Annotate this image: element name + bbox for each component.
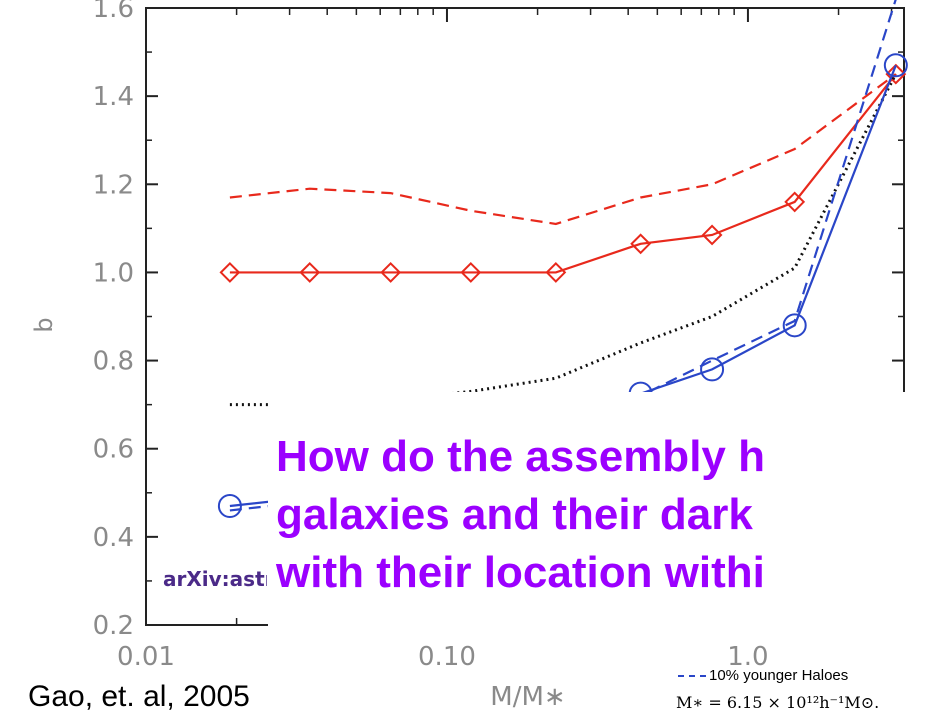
circle-marker [217,494,242,519]
x-tick-label: 1.0 [727,642,768,672]
legend-younger-label: 10% younger Haloes [709,667,849,684]
circle-marker [883,53,908,78]
mstar-formula: M∗ = 6.15 × 10¹²h⁻¹M⊙. [676,693,880,712]
series-line-2 [229,73,897,226]
diamond-marker [299,262,321,283]
diamond-marker [784,191,806,213]
y-tick-label: 0.2 [93,611,134,641]
y-tick-label: 0.6 [93,435,134,465]
question-line-1: How do the assembly h [276,432,765,481]
citation: Gao, et. al, 2005 [28,680,250,713]
y-tick-label: 1.4 [93,82,134,112]
legend-dash-icon [678,675,706,678]
y-tick-label: 1.6 [93,0,134,24]
y-tick-label: 1.0 [93,258,134,288]
question-line-2: galaxies and their dark [276,490,753,539]
y-tick-label: 1.2 [93,170,134,200]
diamond-marker [460,262,482,283]
diamond-marker [701,224,723,246]
diamond-marker [380,262,402,283]
question-line-3: with their location withi [276,548,765,597]
y-axis-ticks: 0.2 0.4 0.6 0.8 1.0 1.2 1.4 1.6 [93,0,904,641]
diamond-marker [885,63,907,85]
question-overlay: How do the assembly h galaxies and their… [268,392,941,642]
series-line-1 [229,73,897,274]
x-axis-label: M/M∗ [490,682,565,712]
diamond-marker [630,233,652,255]
y-tick-label: 0.8 [93,347,134,377]
circle-marker [782,313,807,338]
diamond-marker [545,262,567,283]
circle-marker [700,357,725,382]
legend-younger-haloes: 10% younger Haloes [678,667,848,684]
x-tick-label: 0.01 [117,642,175,672]
y-axis-label: b [30,317,58,332]
series-line-3 [229,73,898,407]
x-tick-label: 0.10 [418,642,476,672]
arxiv-label: arXiv:astr [163,567,267,591]
y-tick-label: 0.4 [93,523,134,553]
diamond-marker [219,262,241,283]
